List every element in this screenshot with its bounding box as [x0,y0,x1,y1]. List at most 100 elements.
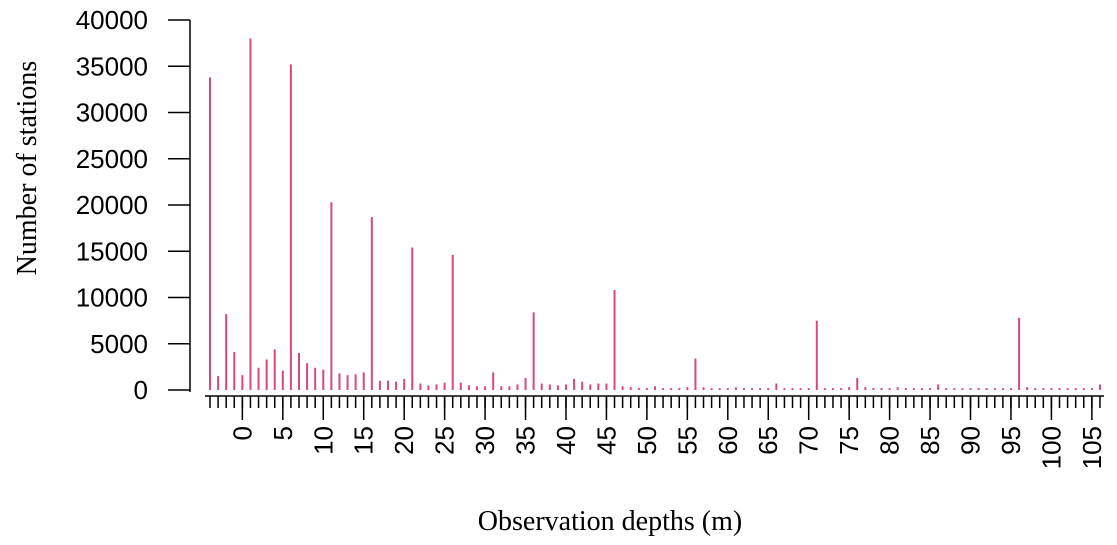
x-tick-label: 80 [875,426,905,455]
bar [532,312,535,390]
bar [896,387,899,390]
bar [338,373,341,390]
bar [953,388,956,390]
bar [217,376,220,390]
bar [257,367,260,390]
bar [645,388,648,390]
y-tick-label: 10000 [76,283,148,313]
y-tick-label: 30000 [76,98,148,128]
bar [362,372,365,390]
bar [1009,388,1012,390]
bar [564,384,567,390]
bar [904,388,907,390]
bar [403,378,406,390]
bar [346,375,349,390]
bar [1090,388,1093,390]
bar [734,387,737,390]
bar [1042,388,1045,390]
bar [524,377,527,390]
bar [516,384,519,390]
bar [1082,388,1085,390]
x-tick-label: 75 [834,426,864,455]
y-tick-label: 5000 [90,329,148,359]
bar [209,77,211,390]
y-tick-label: 25000 [76,144,148,174]
bar [378,380,381,390]
bar [848,387,851,390]
bar [702,387,705,390]
bar [508,386,511,390]
bar [637,388,640,390]
bar [613,290,616,390]
bar [605,383,608,390]
bar [273,349,276,390]
x-tick-label: 40 [551,426,581,455]
bar [492,372,495,390]
bar [653,386,656,390]
bar [395,381,398,390]
bar [767,388,770,390]
bar [662,388,665,390]
bar [864,387,867,390]
x-tick-label: 25 [430,426,460,455]
bar [249,38,252,390]
bar [775,383,778,390]
bar [807,388,810,390]
bar [831,388,834,390]
bar [856,377,859,390]
bar [840,388,843,390]
bar [1066,388,1069,390]
bar [581,381,584,390]
x-tick-label: 15 [349,426,379,455]
bar [929,388,932,390]
bar [969,388,972,390]
bar [233,352,236,390]
bar [1001,388,1004,390]
bar [1098,384,1101,390]
bar [322,369,325,390]
bar [597,383,600,390]
bar [1058,388,1061,390]
x-tick-label: 55 [672,426,702,455]
bar [1026,387,1029,390]
bar [993,388,996,390]
x-tick-label: 0 [227,426,257,440]
bar [678,388,681,390]
bar [1050,388,1053,390]
x-tick-label: 100 [1036,426,1066,469]
y-tick-label: 20000 [76,190,148,220]
bar [427,385,430,390]
bar [872,388,875,390]
bar [306,363,309,390]
x-tick-label: 10 [308,426,338,455]
x-tick-label: 90 [956,426,986,455]
bar [443,382,446,390]
x-tick-label: 50 [632,426,662,455]
bar [451,254,454,390]
bar [694,358,697,390]
x-tick-label: 70 [794,426,824,455]
bar [799,388,802,390]
y-tick-label: 15000 [76,236,148,266]
bar [556,385,559,390]
bar [289,64,292,391]
bar [888,388,891,390]
bar [573,378,576,390]
bar [1074,388,1077,390]
y-tick-label: 0 [134,375,148,405]
bar [742,388,745,390]
bar [459,382,462,390]
bar [386,380,389,390]
bar [241,375,244,390]
x-tick-label: 5 [268,426,298,440]
x-tick-label: 105 [1077,426,1107,469]
y-tick-label: 40000 [76,5,148,35]
bar [540,383,543,390]
bar [589,384,592,390]
bar [985,388,988,390]
bar [912,388,915,390]
x-tick-label: 30 [470,426,500,455]
bar [411,247,414,390]
bar [370,217,373,390]
